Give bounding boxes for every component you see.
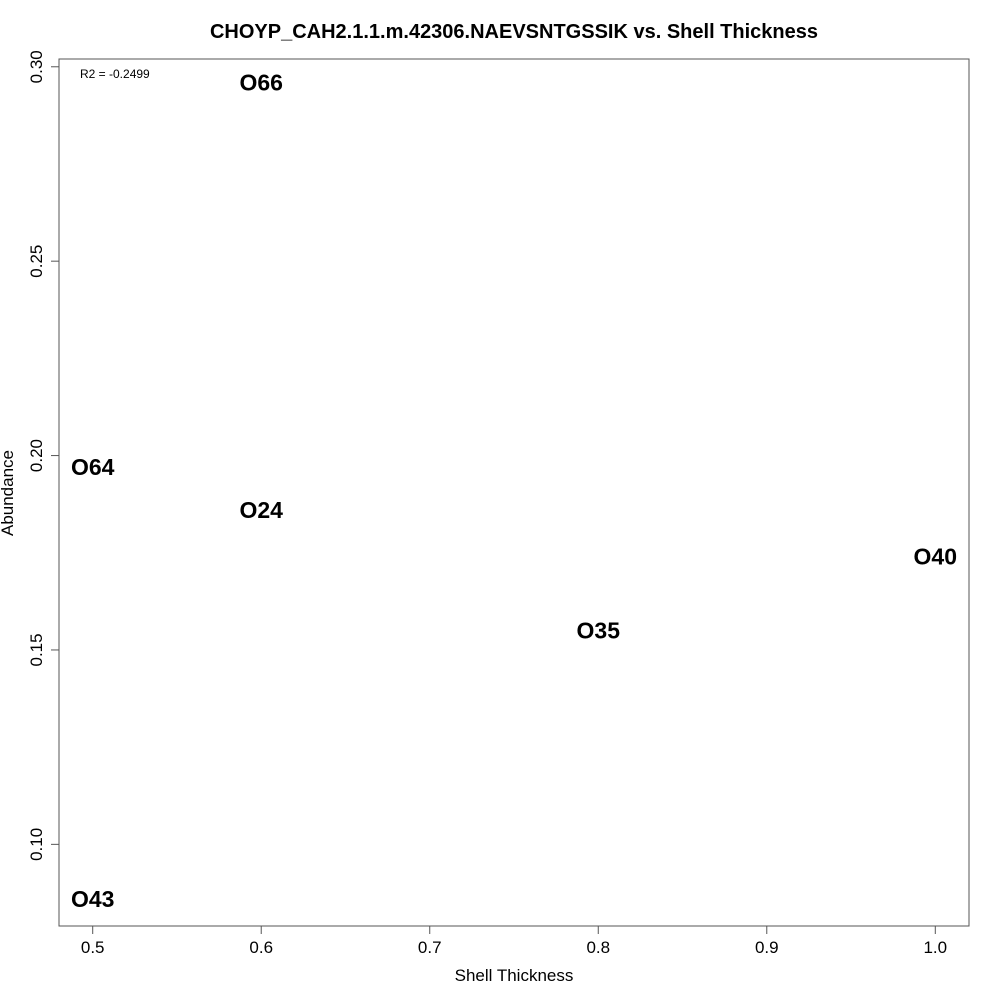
x-axis-label: Shell Thickness [455, 966, 574, 985]
y-axis-label: Abundance [0, 450, 17, 536]
y-tick-label: 0.20 [27, 439, 46, 472]
chart-title: CHOYP_CAH2.1.1.m.42306.NAEVSNTGSSIK vs. … [210, 21, 818, 43]
point-label-o24: O24 [239, 497, 283, 523]
y-axis: 0.10 0.15 0.20 0.25 0.30 [27, 50, 60, 861]
y-tick-label: 0.10 [27, 828, 46, 861]
x-tick-label: 0.6 [249, 938, 273, 957]
y-tick-label: 0.15 [27, 633, 46, 666]
y-tick-label: 0.30 [27, 50, 46, 83]
point-label-o43: O43 [71, 886, 114, 912]
point-label-o40: O40 [914, 544, 957, 570]
x-tick-label: 0.9 [755, 938, 779, 957]
x-axis: 0.5 0.6 0.7 0.8 0.9 1.0 [81, 925, 947, 957]
point-label-o35: O35 [577, 618, 621, 644]
point-label-o66: O66 [239, 69, 282, 95]
x-tick-label: 0.7 [418, 938, 442, 957]
y-tick-label: 0.25 [27, 245, 46, 278]
data-points: O66 O64 O24 O40 O35 O43 [71, 69, 957, 911]
plot-frame [58, 58, 970, 927]
x-tick-label: 0.5 [81, 938, 105, 957]
x-tick-label: 1.0 [923, 938, 947, 957]
point-label-o64: O64 [71, 454, 115, 480]
x-tick-label: 0.8 [586, 938, 610, 957]
r2-annotation: R2 = -0.2499 [80, 67, 150, 81]
